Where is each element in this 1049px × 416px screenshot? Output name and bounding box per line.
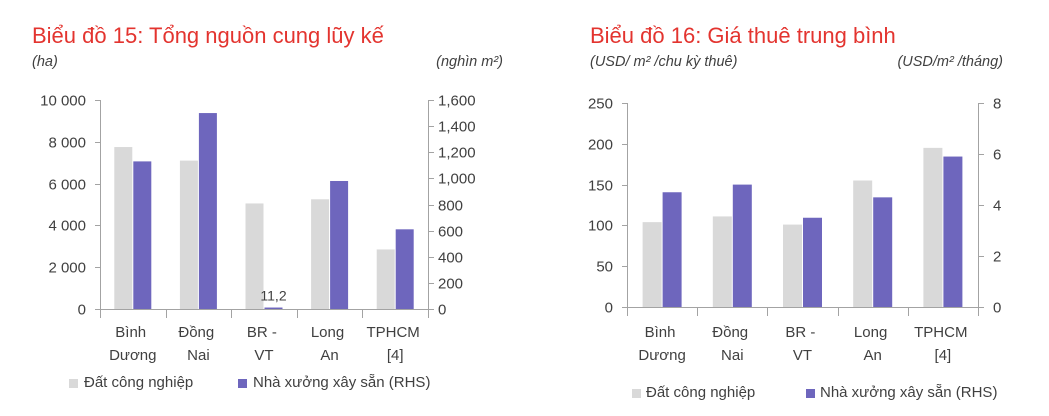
- industrial-land-bar: [376, 249, 395, 309]
- category-label-line: An: [320, 347, 338, 364]
- y-tick-label-right: 0: [438, 302, 446, 319]
- chart-16-legend-swatch-ready-built-factory: [806, 389, 815, 398]
- y-tick-label-left: 8 000: [48, 135, 86, 152]
- category-label-line: TPHCM: [914, 324, 967, 341]
- category-label: TPHCM [4]: [366, 324, 424, 364]
- y-tick-label-left: 250: [588, 96, 613, 113]
- y-tick-label-right: 1,600: [438, 93, 476, 110]
- category-label-line: [4]: [935, 347, 952, 364]
- y-tick-label-right: 4: [993, 198, 1001, 215]
- industrial-land-bar: [712, 216, 732, 307]
- chart-15-legend-swatch-ready-built-factory: [238, 379, 247, 388]
- category-label-line: [4]: [387, 347, 404, 364]
- y-tick-label-right: 1,200: [438, 145, 476, 162]
- ready-built-factory-bar: [943, 156, 963, 307]
- y-tick-label-right: 200: [438, 276, 463, 293]
- y-tick-label-left: 50: [596, 259, 613, 276]
- chart-16-left-axis-unit: (USD/ m² /chu kỳ thuê): [590, 54, 738, 70]
- industrial-land-bar: [853, 180, 873, 307]
- chart-15-legend-swatch-industrial-land: [69, 379, 78, 388]
- chart-15-legend-label-industrial-land: Đất công nghiệp: [84, 374, 194, 391]
- category-label-line: Long: [854, 324, 887, 341]
- chart-15-legend-label-ready-built-factory: Nhà xưởng xây sẵn (RHS): [253, 374, 431, 391]
- ready-built-factory-bar: [395, 229, 414, 309]
- y-tick-label-left: 0: [78, 302, 86, 319]
- chart-15-title: Biểu đồ 15: Tổng nguồn cung lũy kế: [32, 23, 384, 48]
- ready-built-factory-bar: [803, 217, 822, 307]
- category-label: Đồng Nai: [712, 324, 752, 364]
- ready-built-factory-bar: [330, 180, 349, 309]
- category-label-line: Bình: [645, 324, 676, 341]
- chart-16-plot: 0 50 100 150 200 250 0 2 4 6 8 Bình Dương Đồng Nai BR…: [588, 96, 1001, 365]
- y-tick-label-left: 0: [605, 300, 613, 317]
- y-tick-label-right: 6: [993, 147, 1001, 164]
- chart-15-left-axis-unit: (ha): [32, 54, 58, 70]
- category-label-line: Bình: [115, 324, 146, 341]
- industrial-land-bar: [311, 199, 330, 309]
- y-tick-label-right: 8: [993, 96, 1001, 113]
- chart-16-legend-label-industrial-land: Đất công nghiệp: [646, 384, 756, 401]
- category-label: Bình Dương: [109, 324, 156, 364]
- category-label-line: BR -: [247, 324, 277, 341]
- category-label: Bình Dương: [638, 324, 685, 364]
- category-label-line: Dương: [109, 347, 156, 364]
- y-tick-label-left: 6 000: [48, 177, 86, 194]
- chart-15-right-axis-unit: (nghìn m²): [436, 54, 503, 70]
- y-tick-label-right: 1,000: [438, 171, 476, 188]
- chart-16-legend-label-ready-built-factory: Nhà xưởng xây sẵn (RHS): [820, 384, 998, 401]
- y-tick-label-left: 10 000: [40, 93, 86, 110]
- ready-built-factory-bar: [662, 192, 682, 307]
- y-tick-label-left: 200: [588, 137, 613, 154]
- category-label-line: VT: [254, 347, 273, 364]
- ready-built-factory-bar: [264, 307, 283, 309]
- y-tick-label-right: 400: [438, 250, 463, 267]
- category-label-line: An: [864, 347, 882, 364]
- category-label: BR - VT: [785, 324, 819, 364]
- category-label: Đồng Nai: [178, 324, 218, 364]
- category-label-line: VT: [793, 347, 812, 364]
- y-tick-label-left: 150: [588, 178, 613, 195]
- y-tick-label-right: 600: [438, 224, 463, 241]
- y-tick-label-right: 0: [993, 300, 1001, 317]
- y-tick-label-right: 800: [438, 198, 463, 215]
- category-label-line: TPHCM: [366, 324, 419, 341]
- y-tick-label-left: 2 000: [48, 260, 86, 277]
- y-tick-label-left: 100: [588, 218, 613, 235]
- chart-16-title: Biểu đồ 16: Giá thuê trung bình: [590, 23, 896, 48]
- category-label-line: Đồng: [178, 324, 214, 341]
- industrial-land-bar: [642, 222, 662, 307]
- industrial-land-bar: [245, 203, 264, 309]
- ready-built-factory-bar: [873, 197, 893, 307]
- ready-built-factory-bar: [198, 113, 217, 309]
- category-label-line: Nai: [187, 347, 210, 364]
- chart-16-legend-swatch-industrial-land: [632, 389, 641, 398]
- category-label-line: Đồng: [712, 324, 748, 341]
- ready-built-factory-bar: [133, 161, 152, 309]
- category-label-line: BR -: [785, 324, 815, 341]
- industrial-land-bar: [179, 160, 198, 309]
- category-label: Long An: [854, 324, 892, 364]
- y-tick-label-right: 2: [993, 249, 1001, 266]
- category-label: BR - VT: [247, 324, 281, 364]
- category-label-line: Nai: [721, 347, 744, 364]
- data-label: 11,2: [260, 288, 286, 304]
- category-label: TPHCM [4]: [914, 324, 972, 364]
- industrial-land-bar: [783, 224, 802, 307]
- category-label: Long An: [311, 324, 349, 364]
- industrial-land-bar: [114, 147, 133, 309]
- ready-built-factory-bar: [732, 184, 752, 307]
- category-label-line: Dương: [638, 347, 685, 364]
- y-tick-label-left: 4 000: [48, 218, 86, 235]
- chart-15-plot: 11,2 0 2 000 4 000 6 000 8 000 10 000 0 200 400 60…: [40, 93, 475, 365]
- y-tick-label-right: 1,400: [438, 119, 476, 136]
- chart-16-right-axis-unit: (USD/m² /tháng): [897, 54, 1003, 70]
- category-label-line: Long: [311, 324, 344, 341]
- industrial-land-bar: [923, 147, 943, 307]
